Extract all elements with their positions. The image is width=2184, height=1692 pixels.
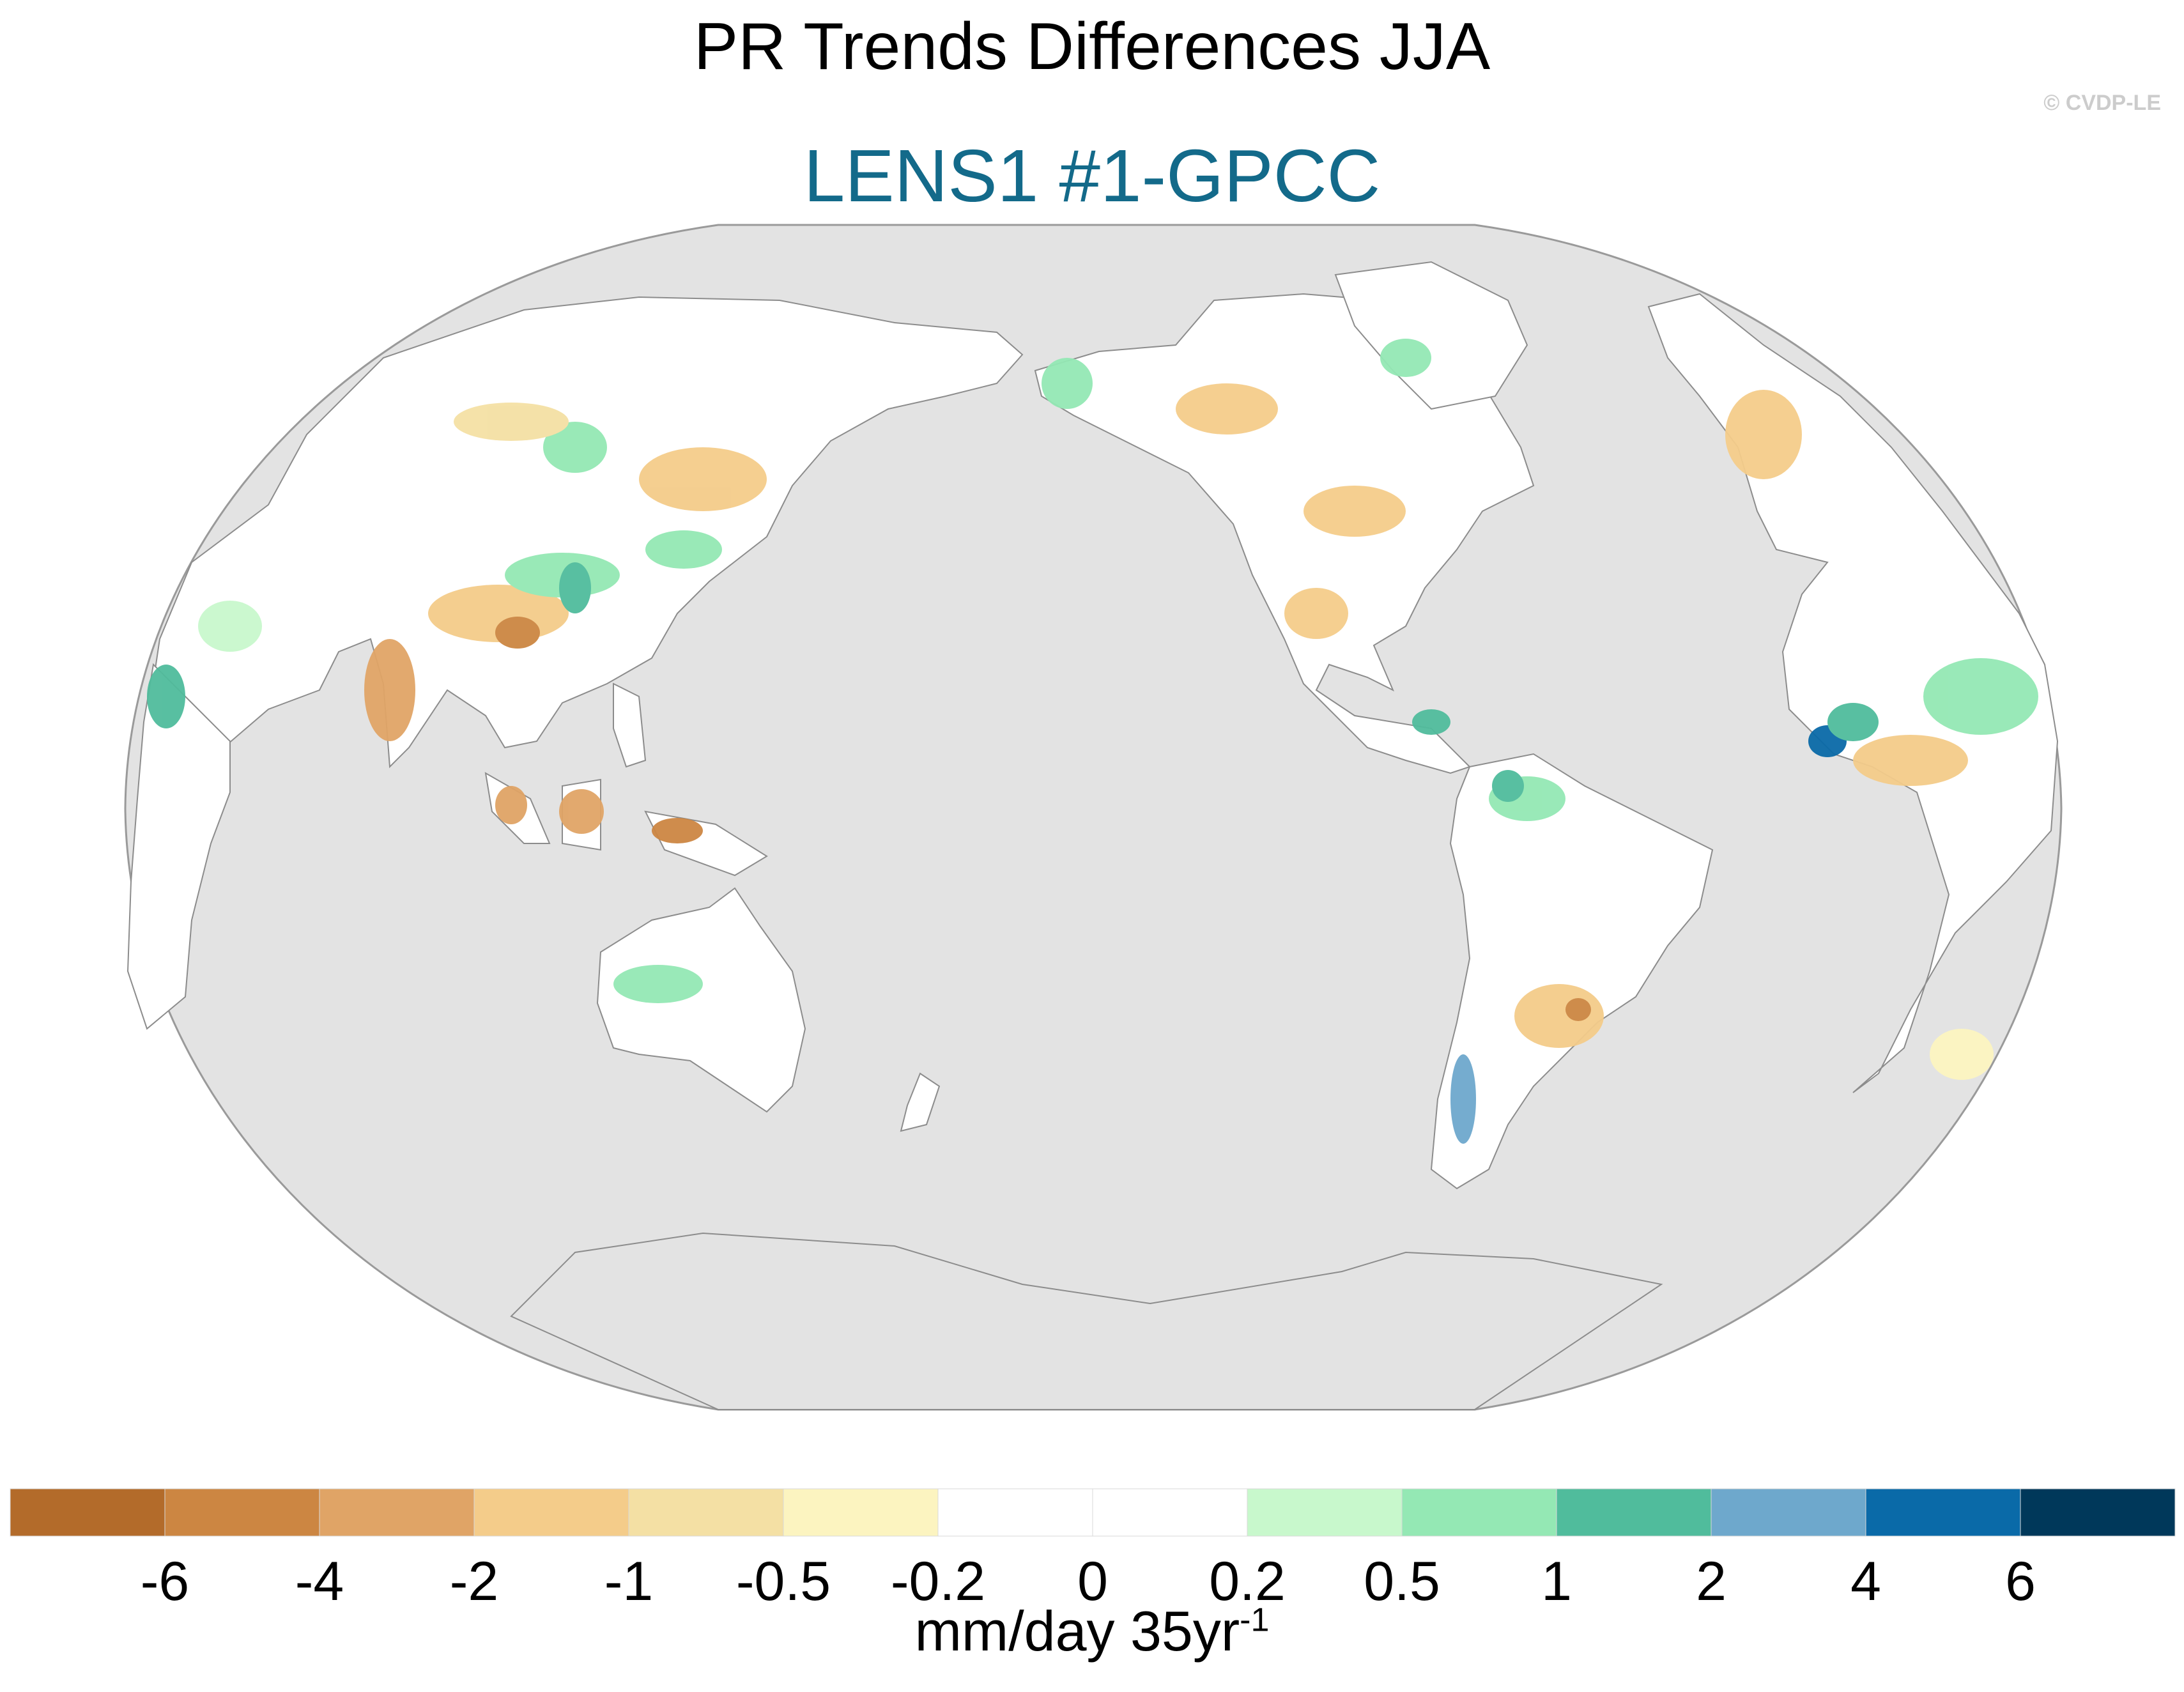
colorbar-box	[1711, 1488, 1866, 1537]
patch-greenland-wet	[1380, 339, 1431, 377]
patch-patagonia-wet	[1450, 1054, 1476, 1144]
colorbar-box	[2020, 1488, 2176, 1537]
trend-patches	[147, 339, 2038, 1144]
colorbar-tick-label: -4	[295, 1551, 344, 1612]
colorbar-box	[937, 1488, 1093, 1537]
colorbar-tick-label: 6	[2005, 1551, 2036, 1612]
patch-indonesia-dry	[652, 818, 703, 843]
patch-china-dry	[495, 617, 540, 649]
colorbar-tick-label: -1	[604, 1551, 653, 1612]
colorbar-tick-label: 4	[1850, 1551, 1881, 1612]
land-europe-africa-west	[1647, 293, 2059, 1093]
patch-east-asia-wet	[559, 562, 591, 613]
patch-canada-dry	[1176, 383, 1278, 435]
colorbar-units-exp: -1	[1240, 1601, 1270, 1639]
colorbar-boxes	[10, 1488, 2176, 1537]
colorbar-box	[628, 1488, 784, 1537]
patch-scandinavia-dry	[1725, 390, 1802, 479]
colorbar-box	[1247, 1488, 1403, 1537]
colorbar-box	[473, 1488, 629, 1537]
colorbar-tick-labels: -6 -4 -2 -1 -0.5 -0.2 0 0.2 0.5 1 2 4 6	[141, 1551, 2036, 1612]
patch-southern-africa-dry	[1930, 1029, 1994, 1080]
patch-russia-dry	[454, 403, 569, 441]
patch-guinea-dry	[1853, 735, 1968, 786]
patch-borneo-dry	[559, 789, 604, 834]
land-south-america	[1430, 753, 1714, 1190]
land-australia	[596, 887, 806, 1113]
map-title: PR Trends Differences JJA	[693, 10, 1491, 84]
land-africa-east	[127, 663, 231, 1030]
colorbar-box	[1865, 1488, 2021, 1537]
colorbar-tick-label: 0	[1077, 1551, 1108, 1612]
colorbar-tick-label: 1	[1541, 1551, 1572, 1612]
land-greenland	[1334, 261, 1528, 410]
colorbar-box	[164, 1488, 320, 1537]
credit-label: © CVDP-LE	[2043, 91, 2161, 115]
land-new-zealand	[900, 1072, 941, 1132]
colorbar-box	[1556, 1488, 1712, 1537]
colorbar-tick-label: -0.5	[736, 1551, 831, 1612]
map-subtitle: LENS1 #1-GPCC	[803, 134, 1381, 217]
patch-amazon-green	[1492, 770, 1524, 802]
patch-central-america-wet	[1412, 709, 1450, 735]
patch-east-africa-wet	[147, 665, 185, 728]
patch-australia-wet	[613, 965, 703, 1003]
colorbar-box	[319, 1488, 475, 1537]
colorbar-tick-label: -2	[450, 1551, 498, 1612]
colorbar-box	[1401, 1488, 1557, 1537]
patch-argentina-dry	[1565, 998, 1591, 1021]
patch-us-southwest-dry	[1284, 588, 1348, 639]
patch-mongolia-dry	[639, 447, 767, 511]
patch-arabia-wet	[198, 601, 262, 652]
colorbar-tick-label: -6	[141, 1551, 189, 1612]
patch-us-dry	[1303, 486, 1406, 537]
land-antarctica	[510, 1232, 1663, 1410]
patch-west-africa-wet	[1923, 658, 2038, 735]
colorbar-box	[1092, 1488, 1248, 1537]
colorbar-tick-label: 2	[1696, 1551, 1726, 1612]
colorbar-units-main: mm/day 35yr	[914, 1599, 1240, 1663]
colorbar-tick-label: 0.2	[1209, 1551, 1286, 1612]
patch-siberia-green	[645, 530, 722, 569]
patch-sahel-green	[1827, 703, 1879, 741]
colorbar-tick-label: 0.5	[1364, 1551, 1440, 1612]
colorbar-units: mm/day 35yr-1	[0, 1599, 2184, 1664]
patch-india-dry	[364, 639, 415, 741]
patch-alaska-wet	[1042, 358, 1093, 409]
patch-siberia-wet	[543, 422, 607, 473]
patch-sumatra-dry	[495, 786, 527, 824]
colorbar-box	[10, 1488, 165, 1537]
colorbar-tick-label: -0.2	[891, 1551, 985, 1612]
colorbar-box	[783, 1488, 939, 1537]
